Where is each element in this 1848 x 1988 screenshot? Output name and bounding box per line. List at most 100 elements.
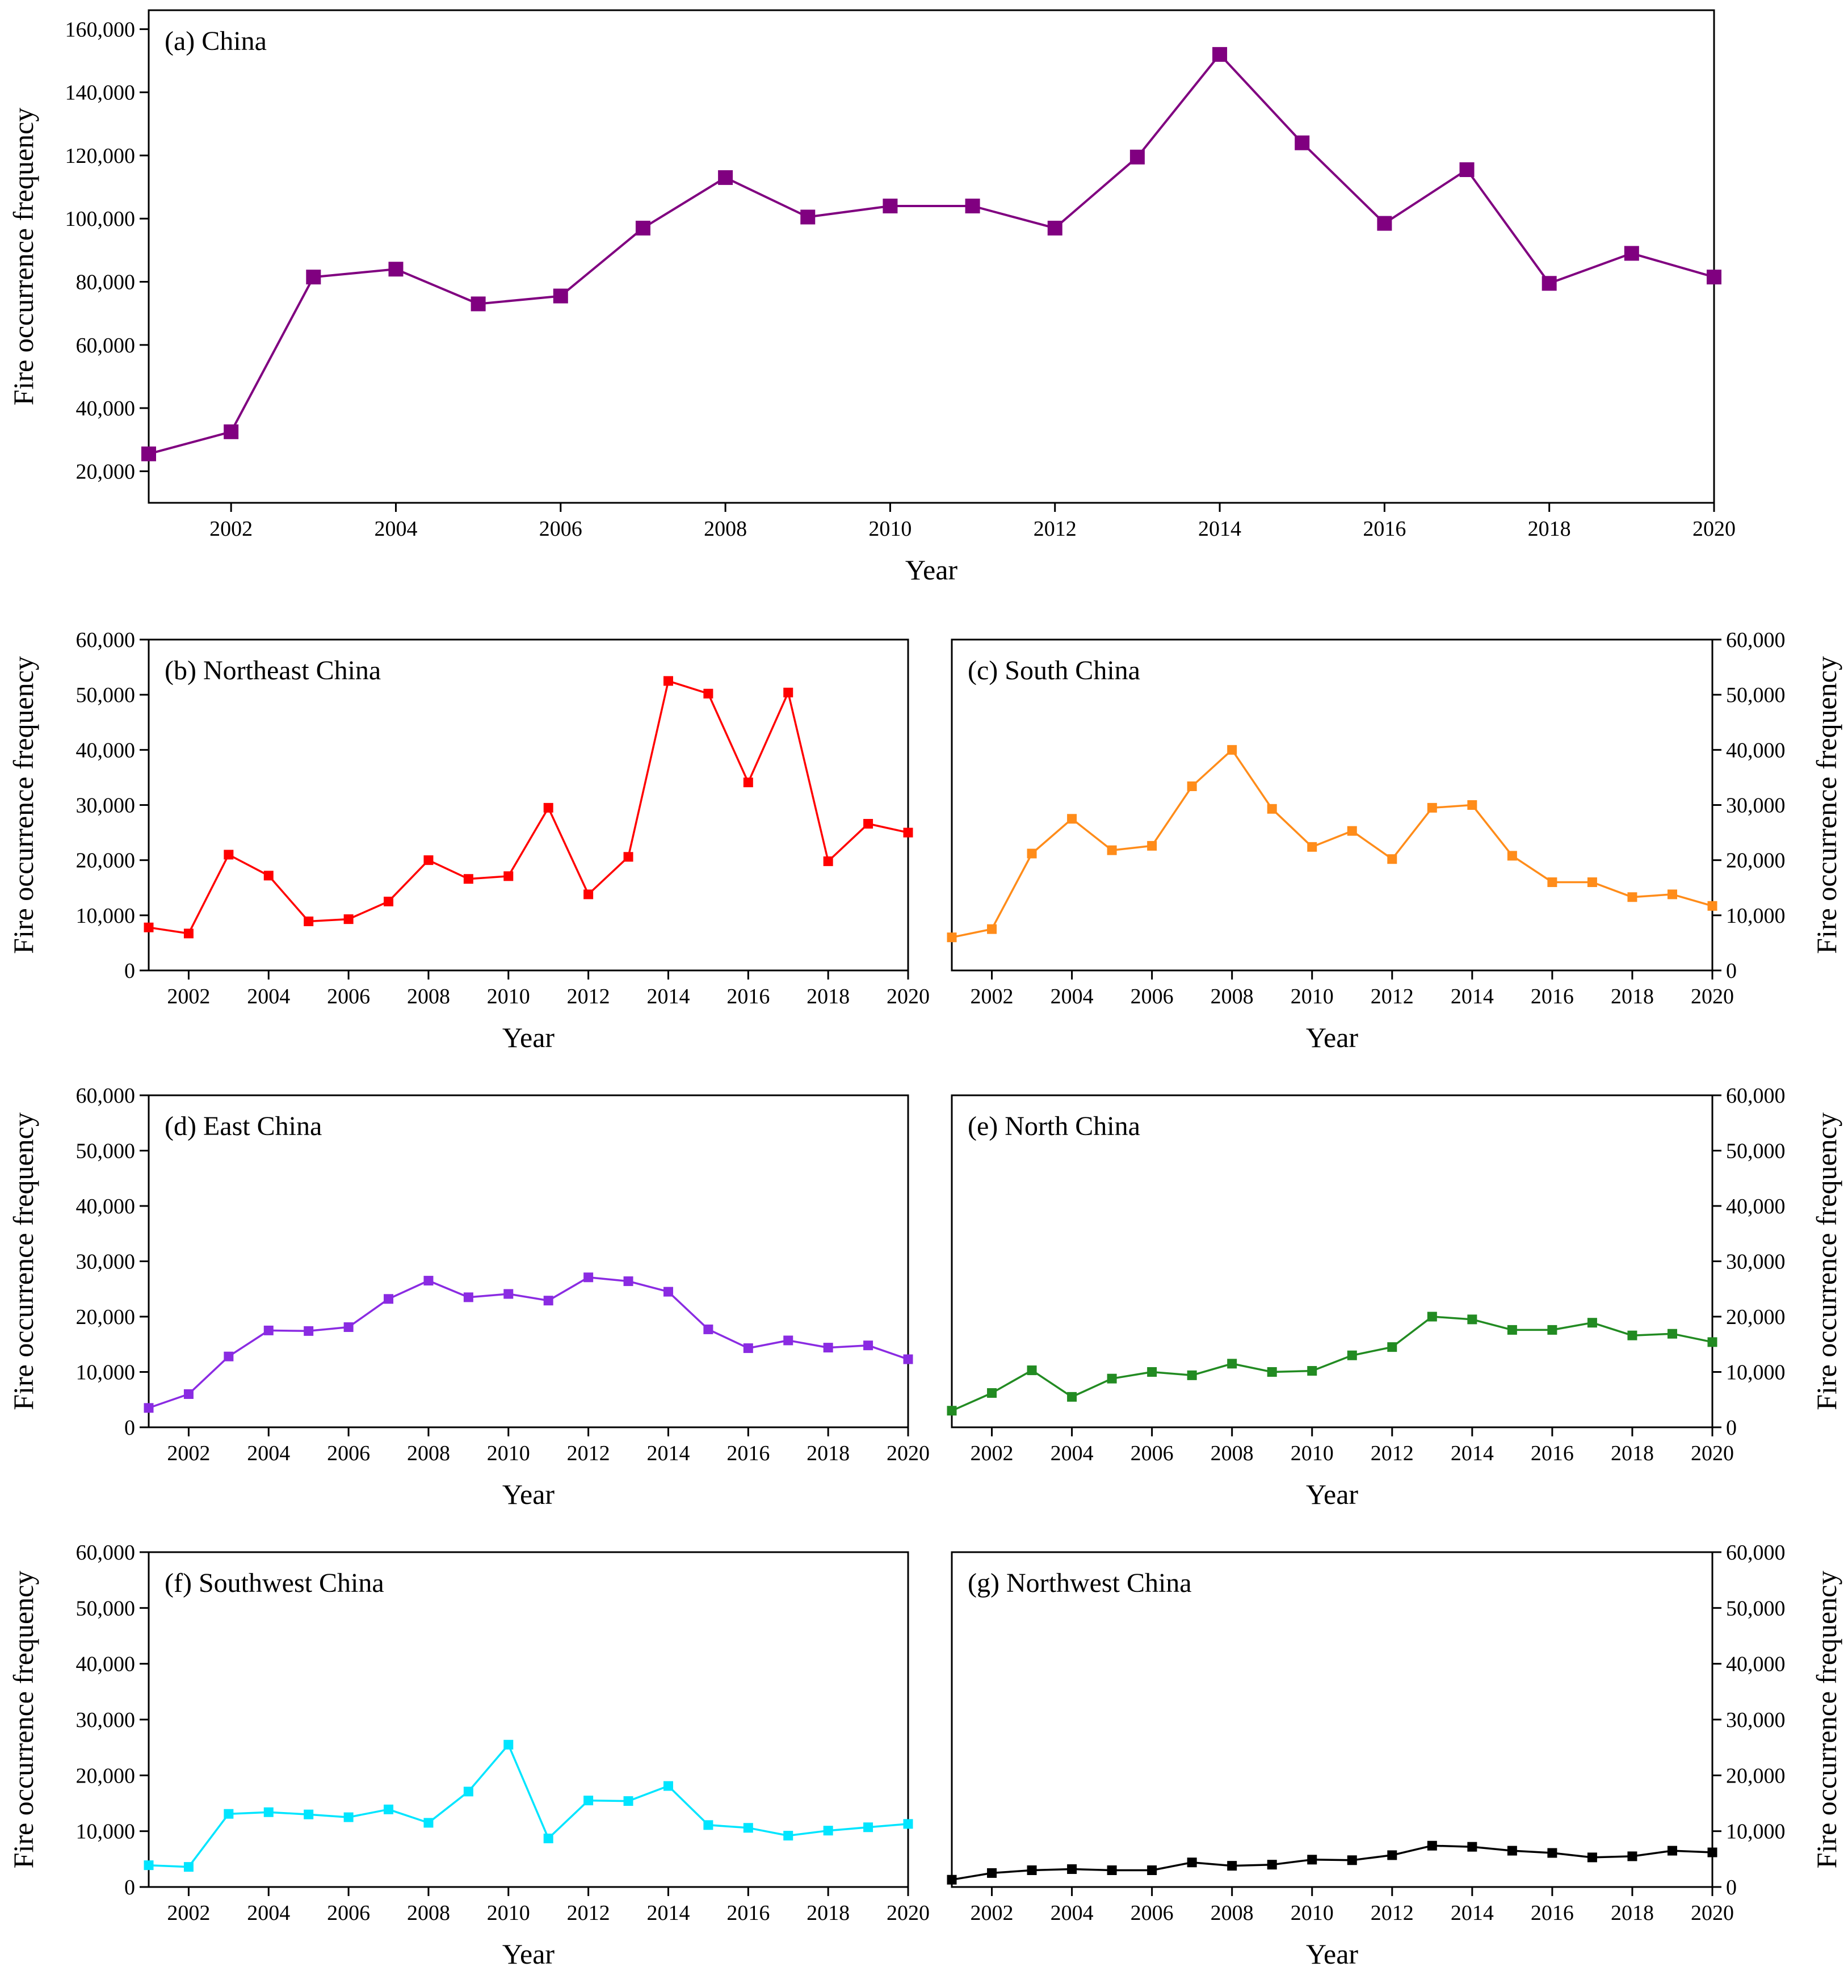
data-point <box>543 1296 553 1306</box>
x-tick-label: 2016 <box>1363 517 1406 541</box>
x-tick-label: 2012 <box>567 1441 610 1465</box>
panel-title: (c) South China <box>968 655 1140 686</box>
data-point <box>663 1781 673 1791</box>
data-point <box>183 928 194 939</box>
y-tick-label: 40,000 <box>1726 738 1786 762</box>
x-tick-label: 2004 <box>374 517 417 541</box>
x-tick-label: 2008 <box>1211 1441 1254 1465</box>
x-tick-label: 2008 <box>407 1441 450 1465</box>
data-point <box>1187 1857 1197 1868</box>
series-line <box>148 1276 909 1409</box>
x-tick-label: 2012 <box>1034 517 1077 541</box>
data-point <box>863 1822 873 1833</box>
data-point <box>343 1322 354 1333</box>
plot-frame <box>148 1094 909 1428</box>
x-axis-label: Year <box>502 1938 555 1970</box>
x-tick-label: 2020 <box>887 985 930 1008</box>
data-point <box>1467 1842 1477 1852</box>
y-tick-label: 60,000 <box>76 1084 136 1108</box>
data-point <box>306 270 321 285</box>
data-point <box>543 1833 553 1843</box>
y-tick-label: 20,000 <box>76 1305 136 1329</box>
data-point <box>1067 814 1077 824</box>
plot-frame <box>951 638 1713 972</box>
x-tick-label: 2020 <box>887 1901 930 1925</box>
x-axis-label: Year <box>905 554 957 586</box>
x-tick-label: 2012 <box>1371 1901 1414 1925</box>
x-tick-label: 2004 <box>1051 985 1094 1008</box>
data-point <box>1187 1370 1197 1380</box>
data-point <box>263 1325 274 1335</box>
plot-frame <box>951 1094 1713 1428</box>
y-tick-label: 30,000 <box>1726 1708 1786 1732</box>
data-point <box>1067 1392 1077 1402</box>
data-point <box>903 1354 913 1364</box>
x-tick-label: 2014 <box>646 1441 690 1465</box>
data-point <box>987 1868 997 1878</box>
chart-panel-e: (e) North China 2002 2004 2006 2008 2010 2012 2… <box>947 1084 1842 1510</box>
y-tick-label: 60,000 <box>76 334 136 358</box>
data-point <box>718 170 733 185</box>
x-tick-label: 2006 <box>539 517 582 541</box>
data-point <box>1347 1350 1357 1360</box>
y-axis-label: Fire occurrence frequency <box>7 108 39 406</box>
data-point <box>224 424 239 439</box>
y-tick-label: 60,000 <box>76 628 136 652</box>
x-tick-label: 2020 <box>887 1441 930 1465</box>
plot-frame <box>148 638 909 972</box>
panel-title: (b) Northeast China <box>165 655 381 686</box>
data-point <box>663 676 673 686</box>
data-point <box>1707 1337 1717 1347</box>
chart-panel-b: (b) Northeast China 2002 2004 2006 2008 2010 2… <box>7 628 930 1053</box>
y-tick-label: 30,000 <box>1726 794 1786 818</box>
data-point <box>1147 840 1157 851</box>
data-point <box>635 220 650 236</box>
x-tick-label: 2018 <box>807 985 850 1008</box>
x-tick-label: 2016 <box>1531 1441 1574 1465</box>
data-point <box>1295 135 1310 150</box>
data-point <box>1347 826 1357 836</box>
y-tick-label: 50,000 <box>76 1140 136 1163</box>
x-tick-label: 2014 <box>1451 985 1494 1008</box>
data-point <box>703 1820 713 1830</box>
data-point <box>823 1343 833 1353</box>
y-tick-label: 40,000 <box>1726 1195 1786 1218</box>
y-tick-label: 60,000 <box>1726 1541 1786 1565</box>
data-point <box>463 1787 473 1797</box>
data-point <box>144 1403 154 1413</box>
y-tick-label: 0 <box>124 1876 135 1899</box>
y-tick-label: 20,000 <box>1726 1764 1786 1788</box>
y-tick-label: 0 <box>1726 1416 1737 1440</box>
data-point <box>1107 845 1117 855</box>
x-tick-label: 2016 <box>1531 985 1574 1008</box>
series-line <box>951 749 1713 939</box>
data-point <box>863 819 873 829</box>
y-axis-label: Fire occurrence frequency <box>7 1571 39 1869</box>
x-tick-label: 2010 <box>487 1901 530 1925</box>
panel-title: (a) China <box>165 26 267 56</box>
data-point <box>1547 877 1557 888</box>
x-tick-label: 2018 <box>807 1901 850 1925</box>
data-point <box>224 1351 234 1361</box>
data-point <box>1307 1855 1317 1865</box>
chart-panel-d: (d) East China 2002 2004 2006 2008 2010 2012 20… <box>7 1084 930 1510</box>
data-point <box>1547 1325 1557 1335</box>
data-point <box>1147 1367 1157 1377</box>
data-point <box>743 1343 753 1354</box>
data-point <box>1507 1325 1517 1335</box>
x-tick-label: 2002 <box>167 1901 210 1925</box>
x-tick-label: 2008 <box>1211 985 1254 1008</box>
x-tick-label: 2010 <box>487 985 530 1008</box>
data-point <box>463 874 473 884</box>
data-point <box>224 1809 234 1819</box>
x-axis-label: Year <box>1306 1022 1358 1053</box>
data-point <box>1107 1865 1117 1875</box>
y-tick-label: 10,000 <box>1726 1820 1786 1844</box>
data-point <box>183 1389 194 1399</box>
y-tick-label: 10,000 <box>76 904 136 928</box>
x-axis-label: Year <box>502 1022 555 1053</box>
x-tick-label: 2016 <box>726 985 770 1008</box>
data-point <box>903 1819 913 1829</box>
data-point <box>1047 220 1062 236</box>
data-point <box>503 1739 514 1750</box>
